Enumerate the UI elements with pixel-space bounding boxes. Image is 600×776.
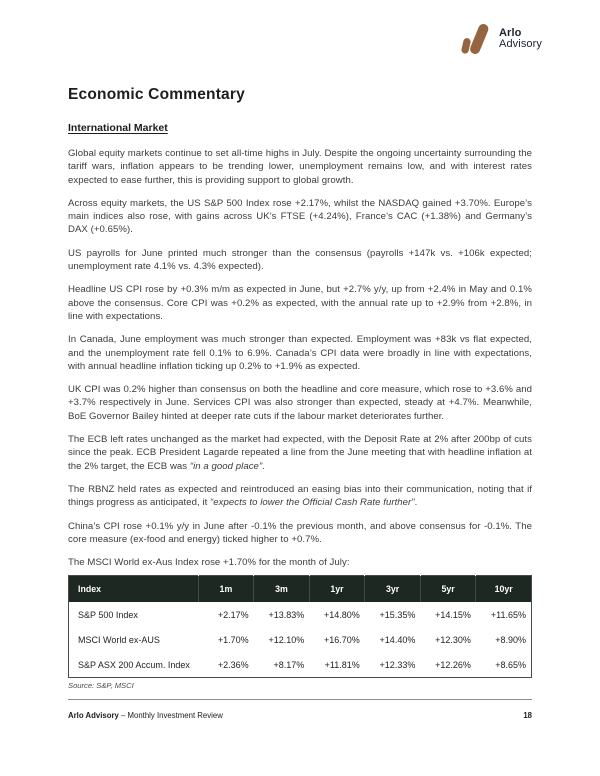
arlo-logo-mark-icon xyxy=(461,23,489,55)
body-paragraph: The RBNZ held rates as expected and rein… xyxy=(68,483,532,509)
performance-table-body: S&P 500 Index +2.17% +13.83% +14.80% +15.35%… xyxy=(68,602,532,678)
table-cell: +8.90% xyxy=(475,627,532,653)
arlo-logo-text: Arlo Advisory xyxy=(499,26,542,51)
table-cell: +12.30% xyxy=(420,627,476,653)
table-cell: +12.10% xyxy=(253,627,310,653)
table-cell: +2.36% xyxy=(198,652,254,678)
body-paragraphs: Global equity markets continue to set al… xyxy=(68,147,532,569)
table-cell: MSCI World ex-AUS xyxy=(68,627,199,653)
arlo-logo: Arlo Advisory xyxy=(461,22,542,56)
table-header-cell: 5yr xyxy=(420,575,477,603)
page-number: 18 xyxy=(523,711,532,720)
table-header-cell: 1m xyxy=(198,575,255,603)
table-header-cell: 10yr xyxy=(475,575,532,603)
source-note: Source: S&P, MSCI xyxy=(68,681,134,691)
body-paragraph: Global equity markets continue to set al… xyxy=(68,148,532,186)
table-cell: +12.33% xyxy=(364,652,421,678)
table-header-cell: 3m xyxy=(253,575,310,603)
page-footer: Arlo Advisory – Monthly Investment Revie… xyxy=(68,699,532,720)
body-paragraph: Across equity markets, the US S&P 500 In… xyxy=(68,197,532,236)
table-row: MSCI World ex-AUS +1.70% +12.10% +16.70% +14… xyxy=(68,627,532,653)
table-cell: S&P ASX 200 Accum. Index xyxy=(68,652,199,678)
table-cell: +1.70% xyxy=(198,627,254,653)
table-cell: +2.17% xyxy=(198,602,254,628)
page-title: Economic Commentary xyxy=(68,86,245,103)
body-paragraph: Headline US CPI rose by +0.3% m/m as exp… xyxy=(68,284,532,322)
table-cell: +14.40% xyxy=(364,627,421,653)
footer-document-title: Arlo Advisory – Monthly Investment Revie… xyxy=(68,711,223,720)
logo-brand-subname: Advisory xyxy=(499,38,542,50)
table-cell: +16.70% xyxy=(309,627,365,653)
body-paragraph: The MSCI World ex-Aus Index rose +1.70% … xyxy=(68,557,350,569)
footer-brand: Arlo Advisory xyxy=(68,711,119,720)
table-header-cell: 3yr xyxy=(364,575,421,603)
page-content: Economic Commentary International Market… xyxy=(68,86,532,690)
table-row: S&P 500 Index +2.17% +13.83% +14.80% +15.35%… xyxy=(68,602,532,628)
table-cell: +11.81% xyxy=(309,652,365,678)
table-header-cell: Index xyxy=(68,575,199,603)
table-row: S&P ASX 200 Accum. Index +2.36% +8.17% +11.… xyxy=(68,652,532,678)
table-cell: +13.83% xyxy=(253,602,310,628)
logo-brand-name: Arlo xyxy=(499,26,522,39)
performance-table-header-row: Index 1m 3m 1yr 3yr 5yr 10yr xyxy=(68,575,532,603)
body-paragraph: China’s CPI rose +0.1% y/y in June after… xyxy=(68,520,532,545)
table-cell: +11.65% xyxy=(475,602,532,628)
body-paragraph: US payrolls for June printed much strong… xyxy=(68,247,532,273)
table-cell: +15.35% xyxy=(364,602,421,628)
body-paragraph: The ECB left rates unchanged as the mark… xyxy=(68,434,532,472)
section-title: International Market xyxy=(68,122,168,134)
table-cell: +8.17% xyxy=(253,652,310,678)
table-cell: +12.26% xyxy=(420,652,476,678)
footer-title-rest: – Monthly Investment Review xyxy=(118,711,223,720)
performance-table: Index 1m 3m 1yr 3yr 5yr 10yr S&P 500 Index +2.1… xyxy=(68,575,532,679)
table-cell: +8.65% xyxy=(475,652,532,678)
body-paragraph: UK CPI was 0.2% higher than consensus on… xyxy=(68,384,532,422)
body-paragraph: In Canada, June employment was much stro… xyxy=(68,334,532,372)
table-cell: +14.80% xyxy=(309,602,365,628)
table-header-cell: 1yr xyxy=(309,575,366,603)
table-cell: S&P 500 Index xyxy=(68,602,199,628)
table-cell: +14.15% xyxy=(420,602,476,628)
